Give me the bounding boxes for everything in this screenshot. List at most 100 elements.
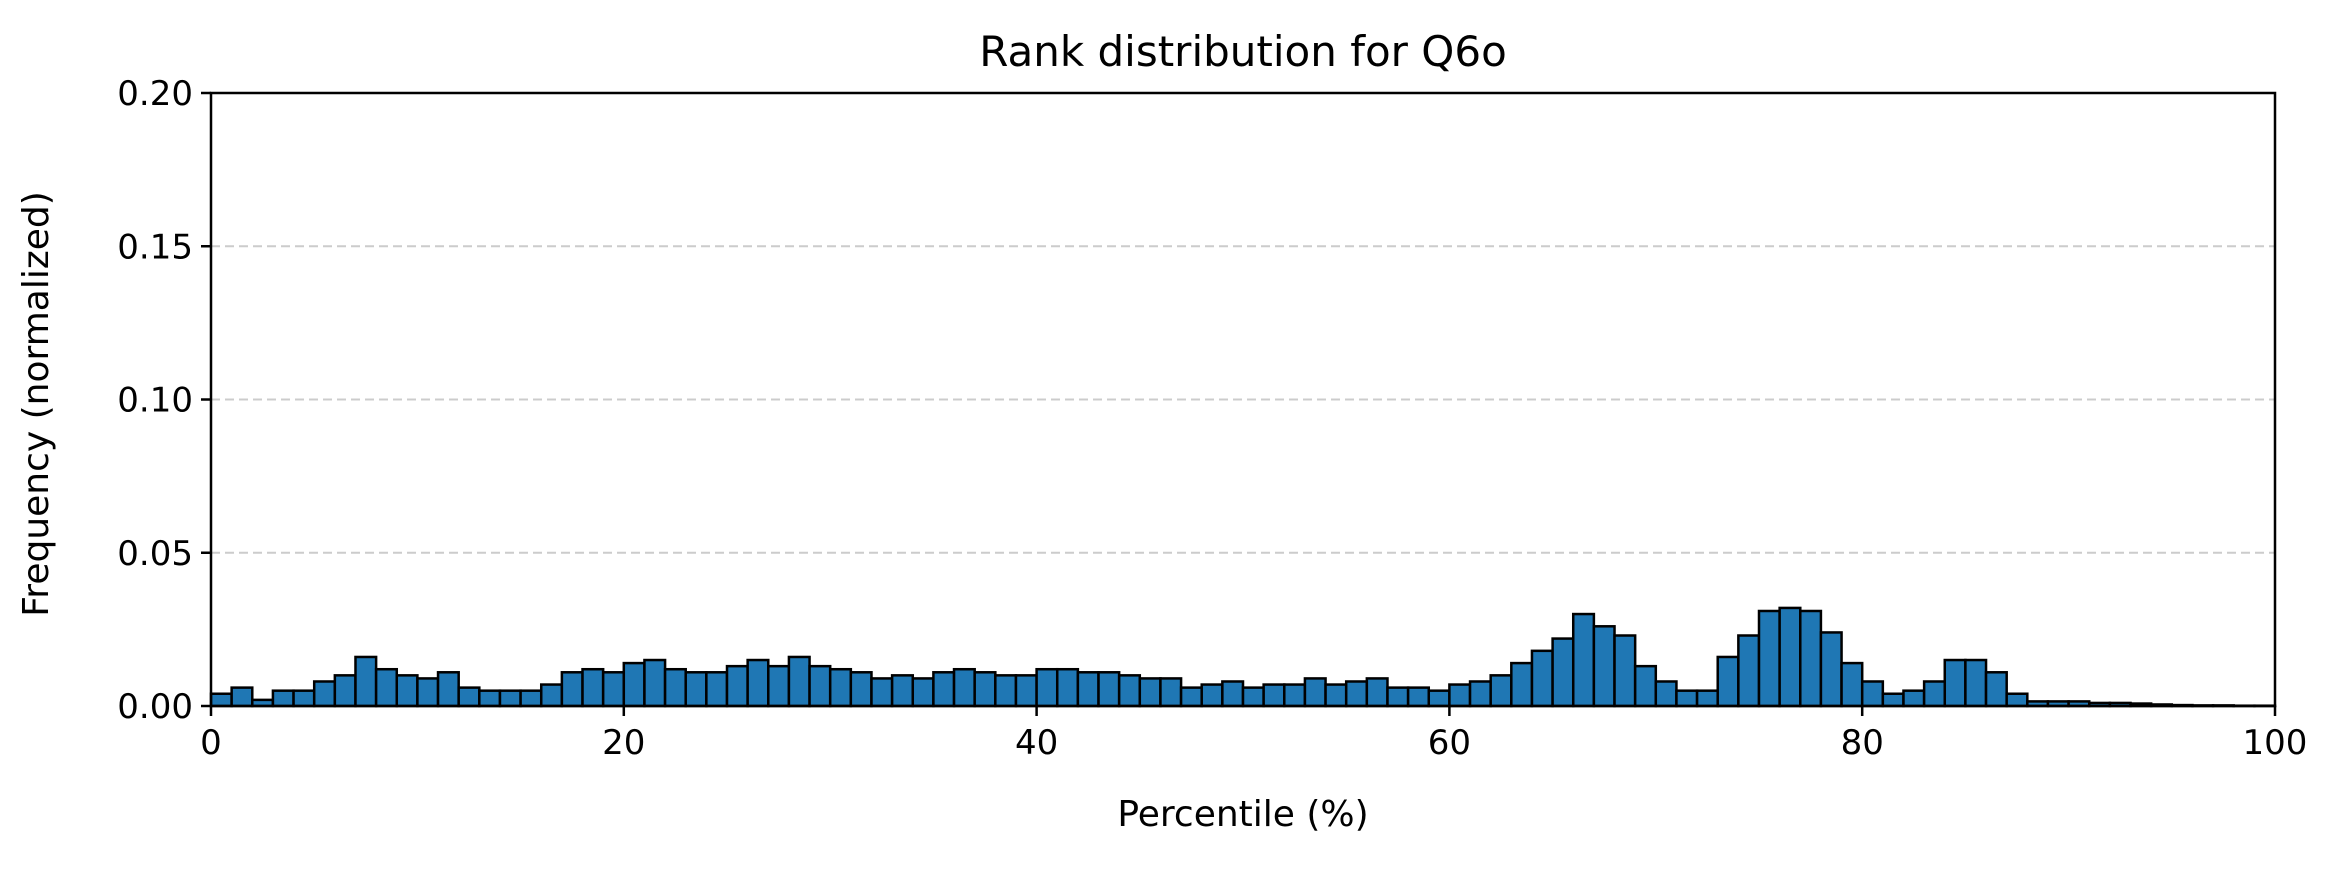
- histogram-bar: [1903, 691, 1924, 706]
- histogram-bar: [748, 660, 769, 706]
- histogram-bar: [459, 688, 480, 706]
- histogram-bar: [789, 657, 810, 706]
- histogram-bar: [1284, 685, 1305, 706]
- histogram-bar: [1656, 681, 1677, 706]
- histogram-bar: [851, 672, 872, 706]
- chart-title: Rank distribution for Q6o: [979, 27, 1507, 76]
- histogram-bar: [603, 672, 624, 706]
- histogram-bar: [1367, 678, 1388, 706]
- histogram-bar: [541, 685, 562, 706]
- histogram-bar: [562, 672, 583, 706]
- histogram-bar: [1387, 688, 1408, 706]
- histogram-bar: [1697, 691, 1718, 706]
- histogram-bar: [438, 672, 459, 706]
- histogram-bar: [1099, 672, 1120, 706]
- histogram-bar: [892, 675, 913, 706]
- histogram-bar: [479, 691, 500, 706]
- histogram-bar: [975, 672, 996, 706]
- histogram-bar: [1986, 672, 2007, 706]
- histogram-bar: [644, 660, 665, 706]
- histogram-bar: [1449, 685, 1470, 706]
- histogram-bar: [1305, 678, 1326, 706]
- x-tick-label: 0: [200, 723, 222, 763]
- histogram-bar: [954, 669, 975, 706]
- histogram-bar: [1676, 691, 1697, 706]
- histogram-bar: [624, 663, 645, 706]
- histogram-bar: [335, 675, 356, 706]
- histogram-bar: [1078, 672, 1099, 706]
- y-tick-label: 0.10: [117, 381, 193, 421]
- x-tick-label: 20: [602, 723, 645, 763]
- histogram-bar: [1821, 632, 1842, 706]
- histogram-bar: [1615, 636, 1636, 706]
- histogram-bar: [1842, 663, 1863, 706]
- histogram-bar: [995, 675, 1016, 706]
- histogram-bar: [1553, 639, 1574, 706]
- histogram-bar: [1738, 636, 1759, 706]
- histogram-bar: [1862, 681, 1883, 706]
- histogram-bar: [232, 688, 253, 706]
- histogram-bar: [1511, 663, 1532, 706]
- histogram-bar: [913, 678, 934, 706]
- histogram-bar: [727, 666, 748, 706]
- x-tick-label: 40: [1015, 723, 1058, 763]
- histogram-bar: [1243, 688, 1264, 706]
- histogram-bar: [1181, 688, 1202, 706]
- bars-layer: [211, 608, 2275, 706]
- histogram-bar: [871, 678, 892, 706]
- histogram-bar: [2007, 694, 2028, 706]
- histogram-bar: [1573, 614, 1594, 706]
- histogram-bar: [1800, 611, 1821, 706]
- x-tick-label: 60: [1428, 723, 1471, 763]
- histogram-bar: [1429, 691, 1450, 706]
- histogram-bar: [355, 657, 376, 706]
- histogram-bar: [273, 691, 294, 706]
- histogram-bar: [1635, 666, 1656, 706]
- histogram-bar: [1264, 685, 1285, 706]
- histogram-bar: [1759, 611, 1780, 706]
- y-axis-label: Frequency (normalized): [16, 191, 57, 617]
- grid-layer: [211, 246, 2275, 553]
- histogram-bar: [706, 672, 727, 706]
- histogram-bar: [1140, 678, 1161, 706]
- x-axis-label: Percentile (%): [1117, 794, 1368, 835]
- histogram-bar: [500, 691, 521, 706]
- histogram-bar: [1016, 675, 1037, 706]
- histogram-bar: [1057, 669, 1078, 706]
- histogram-bar: [417, 678, 438, 706]
- histogram-bar: [933, 672, 954, 706]
- histogram-bar: [314, 681, 335, 706]
- histogram-bar: [521, 691, 542, 706]
- histogram-bar: [1202, 685, 1223, 706]
- histogram-bar: [1037, 669, 1058, 706]
- histogram-bar: [1883, 694, 1904, 706]
- histogram-bar: [665, 669, 686, 706]
- histogram-bar: [294, 691, 315, 706]
- histogram-bar: [1594, 626, 1615, 706]
- histogram-bar: [1491, 675, 1512, 706]
- y-tick-label: 0.20: [117, 74, 193, 114]
- histogram-bar: [1532, 651, 1553, 706]
- histogram-bar: [1408, 688, 1429, 706]
- histogram-bar: [1965, 660, 1986, 706]
- histogram-bar: [583, 669, 604, 706]
- histogram-bar: [830, 669, 851, 706]
- histogram-bar: [1780, 608, 1801, 706]
- x-tick-label: 80: [1841, 723, 1884, 763]
- histogram-bar: [1326, 685, 1347, 706]
- histogram-bar: [1924, 681, 1945, 706]
- y-tick-label: 0.15: [117, 227, 193, 267]
- histogram-bar: [810, 666, 831, 706]
- histogram-bar: [768, 666, 789, 706]
- histogram-bar: [1346, 681, 1367, 706]
- histogram-bar: [211, 694, 232, 706]
- y-tick-label: 0.05: [117, 534, 193, 574]
- histogram-bar: [686, 672, 707, 706]
- y-tick-label: 0.00: [117, 687, 193, 727]
- histogram-bar: [376, 669, 397, 706]
- histogram-bar: [1160, 678, 1181, 706]
- histogram-bar: [1119, 675, 1140, 706]
- histogram-bar: [1222, 681, 1243, 706]
